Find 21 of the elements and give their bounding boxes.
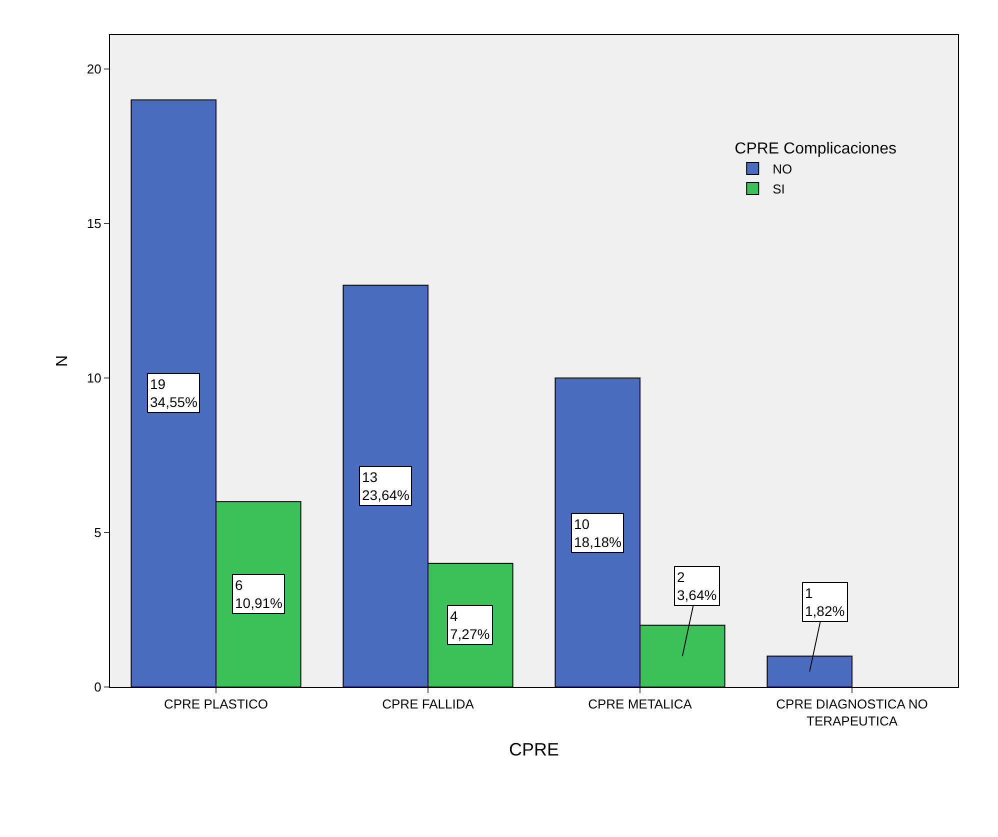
data-label: 19 34,55% (150, 376, 198, 410)
data-label: 10 18,18% (574, 516, 622, 550)
data-label: 4 7,27% (450, 608, 490, 642)
x-tick-label: CPRE METALICA (588, 696, 692, 712)
y-tick-label: 5 (94, 525, 102, 540)
y-tick-label: 15 (86, 216, 102, 232)
x-axis-title: CPRE (508, 740, 560, 760)
data-label: 2 3,64% (677, 569, 717, 604)
data-label: 6 10,91% (235, 577, 282, 612)
legend-title: CPRE Complicaciones (734, 140, 896, 158)
legend-label: SI (772, 182, 785, 197)
y-axis-title: N (54, 355, 71, 367)
y-tick-label: 0 (94, 680, 102, 695)
y-tick-label: 20 (86, 62, 102, 77)
legend-label: NO (772, 162, 792, 177)
y-tick-label: 10 (86, 370, 102, 386)
x-tick-label: CPRE FALLIDA (382, 696, 474, 712)
data-label: 1 1,82% (805, 585, 845, 620)
data-label: 13 23,64% (362, 469, 410, 504)
x-tick-label: CPRE DIAGNOSTICA NO TERAPEUTICA (776, 696, 928, 728)
x-tick-label: CPRE PLASTICO (164, 696, 268, 712)
